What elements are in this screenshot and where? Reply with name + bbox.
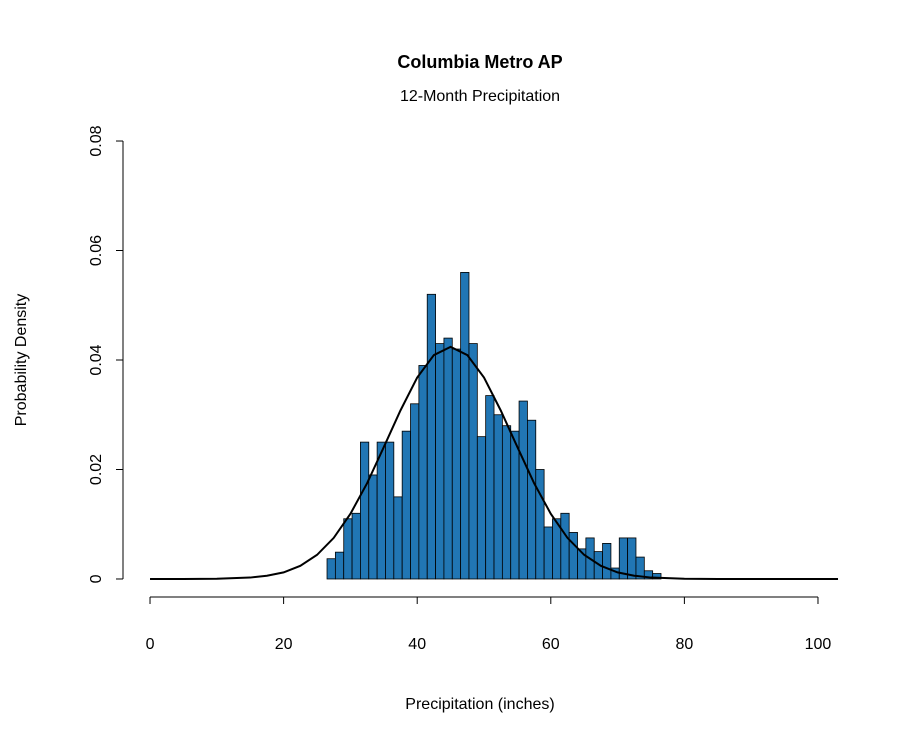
histogram-bar (627, 537, 637, 580)
histogram-bar (376, 441, 386, 580)
histogram-bar (443, 337, 453, 580)
histogram-bar (543, 526, 553, 580)
x-tick-label: 20 (275, 636, 293, 653)
histogram-bar (418, 365, 428, 580)
histogram-bar (501, 425, 512, 580)
chart-subtitle: 12-Month Precipitation (400, 88, 560, 105)
chart-title: Columbia Metro AP (397, 52, 562, 72)
histogram-bar (527, 419, 537, 580)
x-axis-label: Precipitation (inches) (405, 696, 554, 713)
histogram-bar (326, 558, 336, 580)
histogram-bar (351, 512, 361, 580)
histogram-bar (343, 518, 353, 580)
histogram-bar (460, 272, 470, 580)
histogram-bar (493, 414, 503, 580)
histogram-bar (652, 573, 662, 580)
histogram-bar (334, 551, 345, 580)
histogram-bar (401, 430, 411, 580)
y-tick-label: 0.02 (88, 454, 105, 485)
density-curve (150, 345, 839, 580)
y-tick-label: 0 (88, 574, 105, 583)
x-tick-label: 60 (542, 636, 560, 653)
histogram-bar (451, 348, 462, 580)
histogram-bar (435, 343, 445, 580)
histogram-bar (485, 395, 495, 580)
y-tick-label: 0.06 (88, 235, 105, 266)
y-tick-label: 0.08 (88, 125, 105, 156)
histogram-bar (426, 293, 436, 580)
histogram-bar (568, 532, 578, 580)
histogram-bar (635, 556, 645, 580)
histogram-bar (510, 430, 520, 580)
histogram-bar (385, 441, 395, 580)
y-axis-label: Probability Density (13, 294, 30, 427)
x-tick-label: 0 (146, 636, 155, 653)
histogram-bar (535, 469, 545, 580)
x-tick-label: 80 (675, 636, 693, 653)
histogram-bar (393, 496, 403, 580)
histogram-bar (518, 400, 528, 580)
x-tick-label: 100 (805, 636, 832, 653)
histogram-bar (468, 343, 478, 580)
histogram-bar (560, 512, 570, 580)
histogram-bar (410, 403, 420, 580)
histogram-bar (602, 542, 612, 580)
y-tick-label: 0.04 (88, 344, 105, 375)
x-tick-label: 40 (408, 636, 426, 653)
histogram-bar (476, 436, 487, 580)
histogram-bar (360, 441, 370, 580)
histogram-bar (368, 474, 378, 580)
